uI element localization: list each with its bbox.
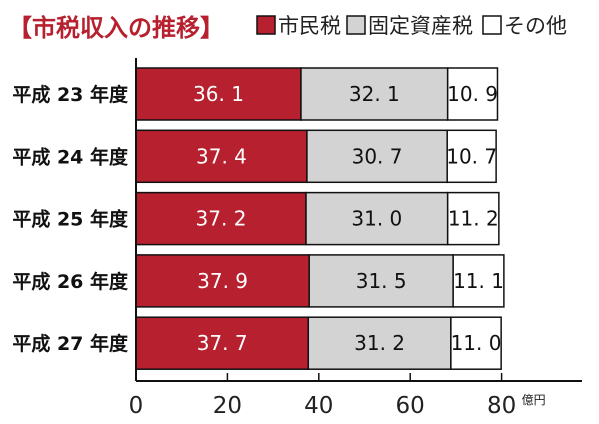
axes: 0 20 40 60 80 億円 <box>129 58 582 419</box>
bar-segment <box>307 316 452 370</box>
bar-row: 平成 26 年度 37. 9 31. 5 11. 1 <box>12 254 505 308</box>
bar-row: 平成 27 年度 37. 7 31. 2 11. 0 <box>12 316 502 370</box>
legend-swatch <box>346 15 366 35</box>
data-label: 11. 1 <box>453 269 504 293</box>
legend-label: 固定資産税 <box>368 14 473 38</box>
bar-row: 平成 24 年度 37. 4 30. 7 10. 7 <box>12 129 497 184</box>
data-label: 10. 9 <box>447 82 498 106</box>
data-label: 30. 7 <box>352 144 403 168</box>
legend-item: 固定資産税 <box>346 14 473 38</box>
x-tick-label: 80 <box>487 393 516 419</box>
bar-segment <box>135 191 307 246</box>
chart-title: 【市税収入の推移】 <box>8 14 224 42</box>
bar-segment <box>452 254 505 308</box>
bar-segment <box>135 67 302 121</box>
data-label: 10. 7 <box>446 144 497 168</box>
bar-segment <box>305 191 449 246</box>
category-label: 平成 24 年度 <box>12 145 129 168</box>
category-label: 平成 25 年度 <box>12 208 129 231</box>
bar-segment <box>135 316 310 370</box>
data-label: 11. 2 <box>448 207 499 231</box>
category-label: 平成 26 年度 <box>12 270 129 293</box>
data-label: 31. 5 <box>356 269 407 293</box>
x-tick-label: 40 <box>304 393 333 419</box>
data-label: 37. 9 <box>197 269 248 293</box>
x-tick-label: 20 <box>213 393 242 419</box>
legend-label: その他 <box>504 14 567 38</box>
data-label: 32. 1 <box>349 82 400 106</box>
x-tick-label: 60 <box>396 393 425 419</box>
data-label: 37. 2 <box>196 207 247 231</box>
bar-segment <box>135 254 310 308</box>
bars: 平成 23 年度 36. 1 32. 1 10. 9 平成 24 年度 37. 4 30. … <box>12 67 505 370</box>
legend-label: 市民税 <box>278 14 341 38</box>
bar-row: 平成 23 年度 36. 1 32. 1 10. 9 <box>12 67 499 121</box>
category-label: 平成 23 年度 <box>12 83 129 106</box>
legend-item: その他 <box>482 14 567 38</box>
bar-segment <box>446 191 500 246</box>
bar-row: 平成 25 年度 37. 2 31. 0 11. 2 <box>12 191 500 246</box>
legend: 市民税 固定資産税 その他 <box>256 14 567 38</box>
bar-segment <box>306 129 448 184</box>
category-label: 平成 27 年度 <box>12 332 129 355</box>
bar-segment <box>446 67 499 121</box>
legend-swatch <box>256 15 276 35</box>
data-label: 11. 0 <box>451 331 502 355</box>
data-label: 36. 1 <box>193 82 244 106</box>
x-tick-label: 0 <box>129 393 144 419</box>
legend-swatch <box>482 15 502 35</box>
data-label: 37. 7 <box>197 331 248 355</box>
data-label: 31. 2 <box>354 331 405 355</box>
bar-segment <box>446 129 497 184</box>
x-unit-label: 億円 <box>522 393 546 407</box>
bar-segment <box>450 316 502 370</box>
data-label: 37. 4 <box>196 144 247 168</box>
bar-segment <box>300 67 449 121</box>
data-label: 31. 0 <box>351 207 402 231</box>
legend-item: 市民税 <box>256 14 341 38</box>
